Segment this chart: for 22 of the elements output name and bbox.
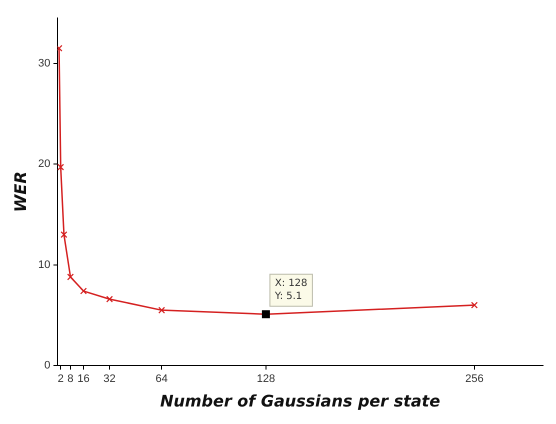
point	[106, 296, 113, 303]
x-tick-label: 128	[256, 373, 276, 386]
x-tick-label: 2	[58, 373, 64, 386]
point	[80, 288, 87, 294]
x-tick-label: 64	[156, 373, 168, 386]
point	[158, 306, 166, 314]
x-tick-label: 16	[77, 373, 90, 386]
point	[57, 44, 62, 52]
point	[470, 302, 478, 309]
x-tick-label: 32	[103, 373, 116, 386]
y-axis-title: WER	[10, 171, 30, 212]
x-tick-label: 256	[465, 373, 484, 386]
y-tick-label: 10	[38, 258, 50, 271]
point	[60, 231, 68, 238]
annotation: X: 128 Y: 5.1	[274, 278, 308, 302]
x-tick-label: 8	[67, 373, 74, 386]
x-axis-title: Number of Gaussians per state	[160, 392, 440, 411]
y-tick-label: 20	[38, 158, 50, 170]
point	[57, 164, 64, 171]
point	[67, 274, 74, 280]
y-tick-label: 0	[44, 360, 50, 372]
y-tick-label: 30	[38, 57, 50, 70]
